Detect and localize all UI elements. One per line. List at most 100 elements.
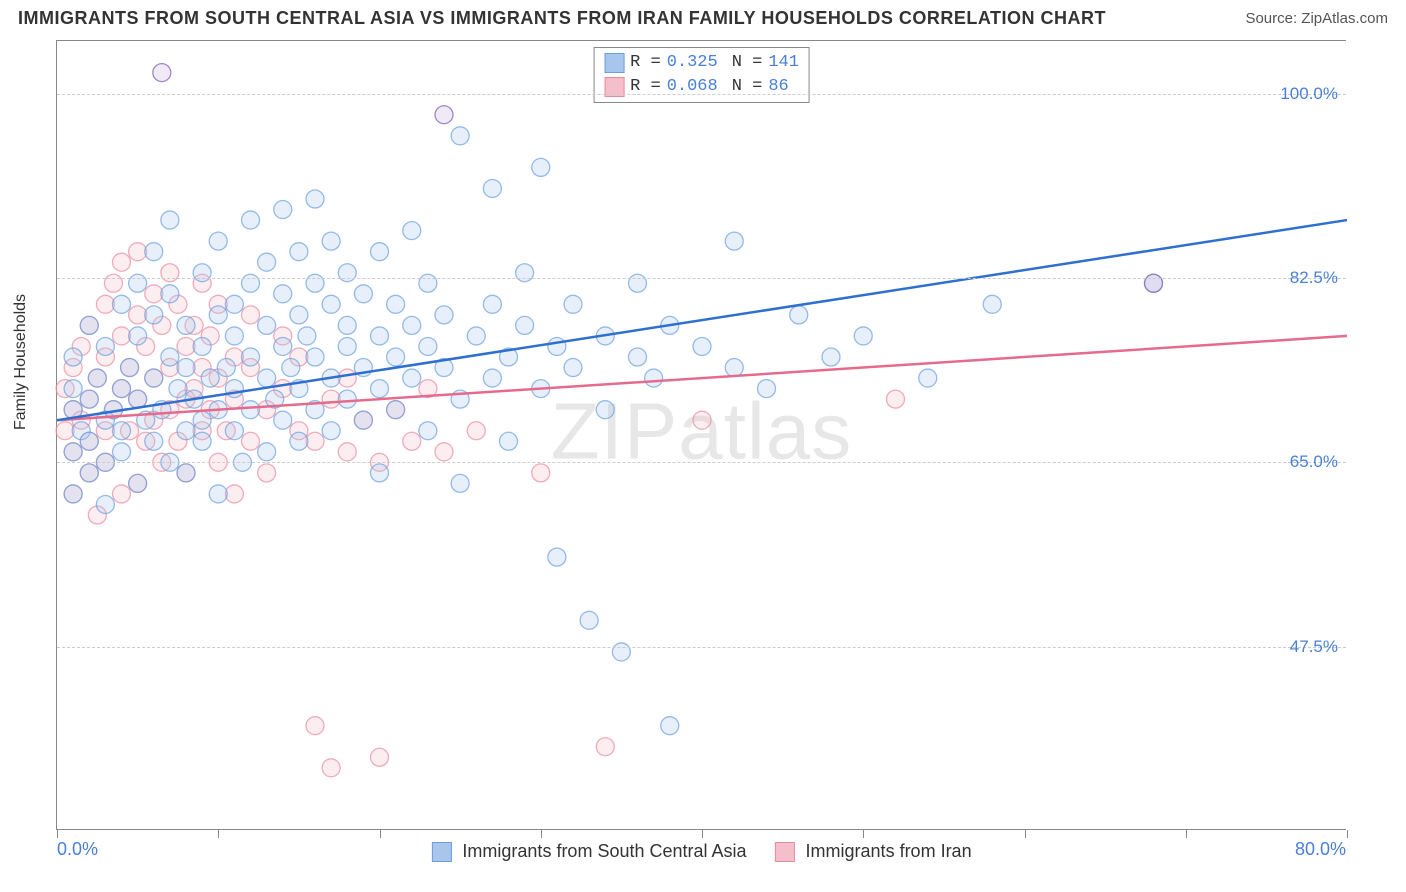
x-tick [702,830,703,838]
data-point [209,485,227,503]
data-point [290,306,308,324]
legend-item-a: Immigrants from South Central Asia [431,841,746,862]
data-point [419,337,437,355]
data-point [371,243,389,261]
data-point [242,348,260,366]
data-point [371,327,389,345]
data-point [596,738,614,756]
data-point [387,348,405,366]
data-point [483,369,501,387]
data-point [274,285,292,303]
stats-row-a: R = 0.325 N = 141 [604,51,799,75]
data-point [113,485,131,503]
data-point [80,390,98,408]
data-point [96,337,114,355]
data-point [80,432,98,450]
y-axis-label: Family Households [12,294,30,430]
data-point [209,232,227,250]
data-point [242,211,260,229]
data-point [64,443,82,461]
data-point [258,464,276,482]
x-tick [1025,830,1026,838]
data-point [96,495,114,513]
data-point [193,337,211,355]
data-point [225,327,243,345]
data-point [612,643,630,661]
data-point [153,64,171,82]
data-point [129,306,147,324]
series-legend: Immigrants from South Central Asia Immig… [431,841,971,862]
data-point [225,485,243,503]
data-point [113,422,131,440]
data-point [177,337,195,355]
data-point [532,158,550,176]
data-point [193,432,211,450]
data-point [113,253,131,271]
data-point [290,432,308,450]
data-point [258,443,276,461]
data-point [145,285,163,303]
x-tick [218,830,219,838]
data-point [177,464,195,482]
x-tick [380,830,381,838]
data-point [629,274,647,292]
gridline [57,462,1346,463]
data-point [451,474,469,492]
data-point [80,316,98,334]
data-point [822,348,840,366]
source-label: Source: ZipAtlas.com [1245,10,1388,27]
data-point [564,359,582,377]
data-point [274,201,292,219]
data-point [403,222,421,240]
data-point [403,316,421,334]
swatch-a-icon [604,53,624,73]
data-point [419,422,437,440]
x-tick [541,830,542,838]
data-point [306,190,324,208]
data-point [169,380,187,398]
swatch-b-icon [775,842,795,862]
data-point [306,348,324,366]
data-point [88,369,106,387]
data-point [225,295,243,313]
data-point [129,243,147,261]
data-point [758,380,776,398]
data-point [500,432,518,450]
data-point [64,380,82,398]
data-point [193,264,211,282]
data-point [129,327,147,345]
data-point [258,253,276,271]
data-point [129,274,147,292]
data-point [274,411,292,429]
data-point [790,306,808,324]
data-point [145,432,163,450]
data-point [282,359,300,377]
x-max-label: 80.0% [1295,839,1346,860]
x-min-label: 0.0% [57,839,98,860]
data-point [629,348,647,366]
data-point [983,295,1001,313]
data-point [298,327,316,345]
y-tick-label: 100.0% [1280,84,1338,104]
data-point [371,464,389,482]
data-point [306,432,324,450]
data-point [242,432,260,450]
data-point [693,337,711,355]
data-point [645,369,663,387]
data-point [371,748,389,766]
data-point [322,232,340,250]
chart-title: IMMIGRANTS FROM SOUTH CENTRAL ASIA VS IM… [18,8,1106,29]
data-point [322,422,340,440]
data-point [113,295,131,313]
data-point [306,717,324,735]
data-point [322,390,340,408]
x-tick [1186,830,1187,838]
data-point [435,443,453,461]
gridline [57,647,1346,648]
data-point [580,611,598,629]
data-point [403,432,421,450]
data-point [201,369,219,387]
data-point [387,295,405,313]
gridline [57,278,1346,279]
data-point [96,295,114,313]
